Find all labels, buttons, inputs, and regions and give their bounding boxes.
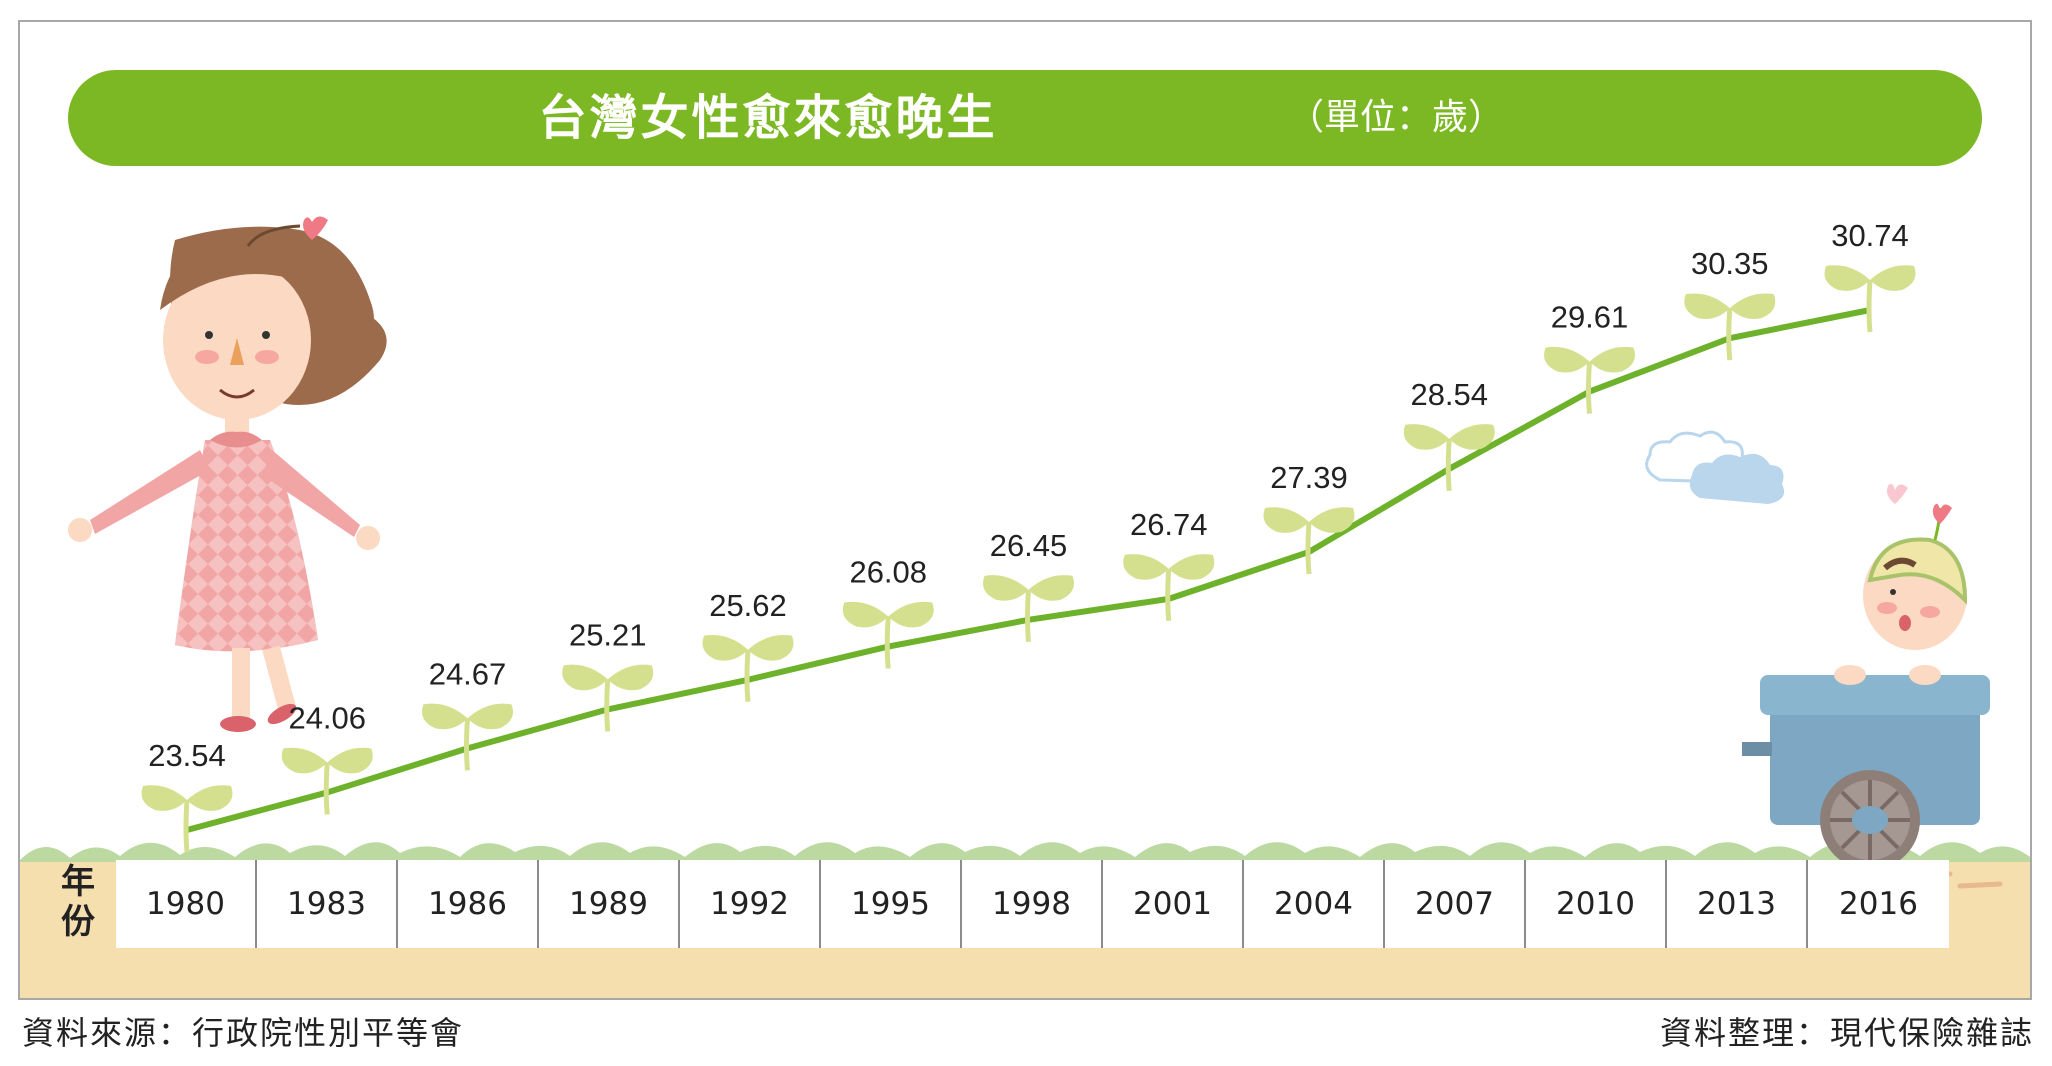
data-point-sprout (562, 664, 654, 732)
data-label: 29.61 (1551, 300, 1629, 335)
data-label: 24.06 (288, 700, 366, 735)
sprout-layer (141, 265, 1916, 853)
year-tick-label: 1989 (539, 860, 680, 948)
data-label: 25.21 (569, 617, 647, 652)
source-note: 資料來源：行政院性別平等會 (22, 1014, 465, 1052)
data-label: 26.08 (849, 555, 927, 590)
data-label: 26.45 (990, 528, 1068, 563)
data-point-sprout (1544, 346, 1635, 414)
data-label: 30.35 (1691, 246, 1769, 281)
data-label: 24.67 (429, 656, 507, 691)
data-label: 30.74 (1831, 218, 1909, 253)
label-layer: 23.54 24.06 24.67 25.21 25.62 26.08 26.45 26.74… (148, 218, 1909, 773)
year-tick-label: 2013 (1667, 860, 1808, 948)
data-point-sprout (842, 601, 934, 669)
data-point-sprout (141, 785, 233, 853)
data-label: 25.62 (709, 588, 787, 623)
data-label: 27.39 (1270, 460, 1348, 495)
year-tick-label: 2016 (1808, 860, 1949, 948)
data-point-sprout (281, 747, 373, 815)
year-tick-label: 2001 (1103, 860, 1244, 948)
chart-title: 台灣女性愈來愈晚生 (538, 90, 998, 146)
data-point-sprout (1123, 554, 1215, 622)
data-point-sprout (1403, 424, 1495, 492)
data-point-sprout (1824, 265, 1916, 333)
chart-canvas: 23.54 24.06 24.67 25.21 25.62 26.08 26.45 26.74… (20, 216, 2030, 998)
data-label: 26.74 (1130, 507, 1208, 542)
series-line (186, 307, 1871, 833)
line-layer (186, 307, 1871, 833)
year-tick-label: 1995 (821, 860, 962, 948)
year-tick-label: 1998 (962, 860, 1103, 948)
year-tick-label: 1992 (680, 860, 821, 948)
data-point-sprout (422, 703, 513, 771)
year-tick-label: 1980 (116, 860, 257, 948)
data-point-sprout (983, 575, 1074, 643)
girl-illustration (68, 216, 387, 732)
data-label: 28.54 (1410, 377, 1488, 412)
year-axis-title: 年份 (61, 862, 95, 942)
year-tick-label: 2004 (1244, 860, 1385, 948)
data-point-sprout (1263, 507, 1355, 575)
cloud-illustration (1645, 430, 1785, 504)
data-point-sprout (1684, 293, 1776, 361)
compiled-by-note: 資料整理：現代保險雜誌 (1659, 1014, 2034, 1052)
cart-illustration (1742, 483, 1990, 870)
data-point-sprout (702, 635, 794, 703)
unit-label: （單位：歲） (1288, 97, 1505, 138)
chart-frame: 台灣女性愈來愈晚生 （單位：歲） (18, 20, 2032, 1000)
year-tick-label: 2010 (1526, 860, 1667, 948)
year-tick-label: 1986 (398, 860, 539, 948)
year-tick-label: 2007 (1385, 860, 1526, 948)
title-bar: 台灣女性愈來愈晚生 （單位：歲） (68, 70, 1982, 166)
data-label: 23.54 (148, 738, 226, 773)
year-tick-label: 1983 (257, 860, 398, 948)
